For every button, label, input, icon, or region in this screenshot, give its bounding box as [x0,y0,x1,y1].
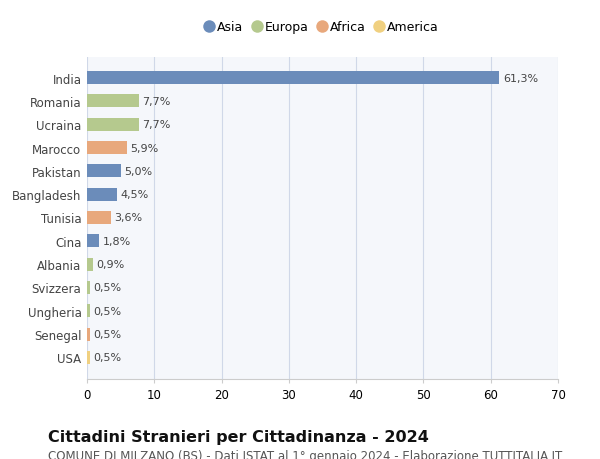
Bar [87,72,499,85]
Bar [87,351,91,364]
Bar [87,142,127,155]
Bar [87,95,139,108]
Text: 7,7%: 7,7% [142,97,170,106]
Text: 0,9%: 0,9% [97,260,125,269]
Bar [87,118,139,131]
Bar [87,212,111,224]
Bar [87,328,91,341]
Text: 4,5%: 4,5% [121,190,149,200]
Bar [87,281,91,294]
Text: 1,8%: 1,8% [103,236,131,246]
Bar [87,258,93,271]
Text: Cittadini Stranieri per Cittadinanza - 2024: Cittadini Stranieri per Cittadinanza - 2… [48,429,429,444]
Bar [87,305,91,318]
Text: 5,9%: 5,9% [130,143,158,153]
Text: 7,7%: 7,7% [142,120,170,130]
Text: 0,5%: 0,5% [94,330,122,339]
Text: COMUNE DI MILZANO (BS) - Dati ISTAT al 1° gennaio 2024 - Elaborazione TUTTITALIA: COMUNE DI MILZANO (BS) - Dati ISTAT al 1… [48,449,562,459]
Bar [87,235,99,248]
Text: 61,3%: 61,3% [503,73,538,84]
Text: 3,6%: 3,6% [115,213,143,223]
Bar [87,188,117,201]
Text: 0,5%: 0,5% [94,353,122,363]
Text: 0,5%: 0,5% [94,283,122,293]
Legend: Asia, Europa, Africa, America: Asia, Europa, Africa, America [203,19,442,37]
Text: 0,5%: 0,5% [94,306,122,316]
Text: 5,0%: 5,0% [124,167,152,176]
Bar [87,165,121,178]
